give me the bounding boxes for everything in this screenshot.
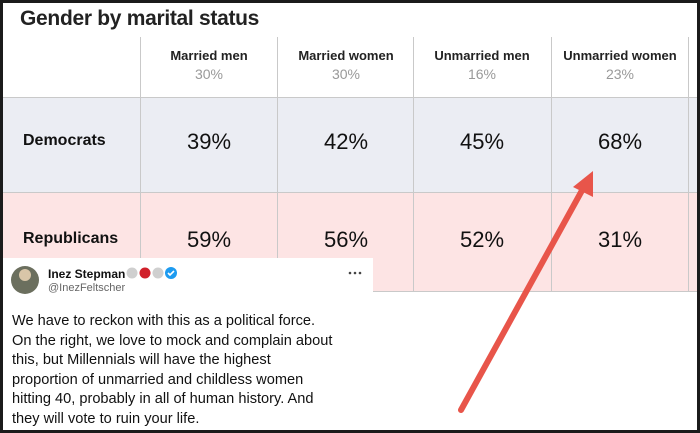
column-divider [277,37,278,291]
column-header: Unmarried women [563,48,677,63]
divider [3,192,697,193]
column-share: 16% [467,66,497,82]
table-cell: 56% [323,227,369,252]
table-cell: 59% [186,227,232,252]
tweet-text: this, but Millennials will have the high… [12,352,271,368]
column-share: 30% [194,66,224,82]
column-share: 30% [331,66,361,82]
column-share: 23% [605,66,635,82]
table-title: Gender by marital status [20,7,260,30]
divider [3,97,697,98]
tweet-text: they will vote to ruin your life. [12,410,200,427]
column-divider [688,37,689,291]
column-divider [551,37,552,291]
table-cell: 68% [597,129,643,154]
tweet-card: Inez Stepman @InezFeltscher We have to r… [3,258,373,430]
tweet-icons [11,266,362,294]
tweet-author: Inez Stepman [48,267,126,281]
column-header: Married men [170,48,248,63]
arrow [458,171,593,413]
table-cell: 39% [186,129,232,154]
table-cell: 31% [597,227,643,252]
row-label: Republicans [23,230,119,247]
table-cell: 45% [459,129,505,154]
row-label: Democrats [23,132,106,149]
column-header: Unmarried men [434,48,530,63]
column-header: Married women [298,48,394,63]
column-divider [140,37,141,291]
tweet-handle: @InezFeltscher [48,282,126,294]
table-cell: 42% [323,129,369,154]
row-background [3,97,697,192]
column-divider [413,37,414,291]
tweet-text: We have to reckon with this as a politic… [12,313,316,329]
table-cell: 52% [459,227,505,252]
tweet-text: On the right, we love to mock and compla… [12,332,333,349]
tweet-text: hitting 40, probably in all of human his… [12,391,314,407]
tweet-text: proportion of unmarried and childless wo… [12,371,304,388]
